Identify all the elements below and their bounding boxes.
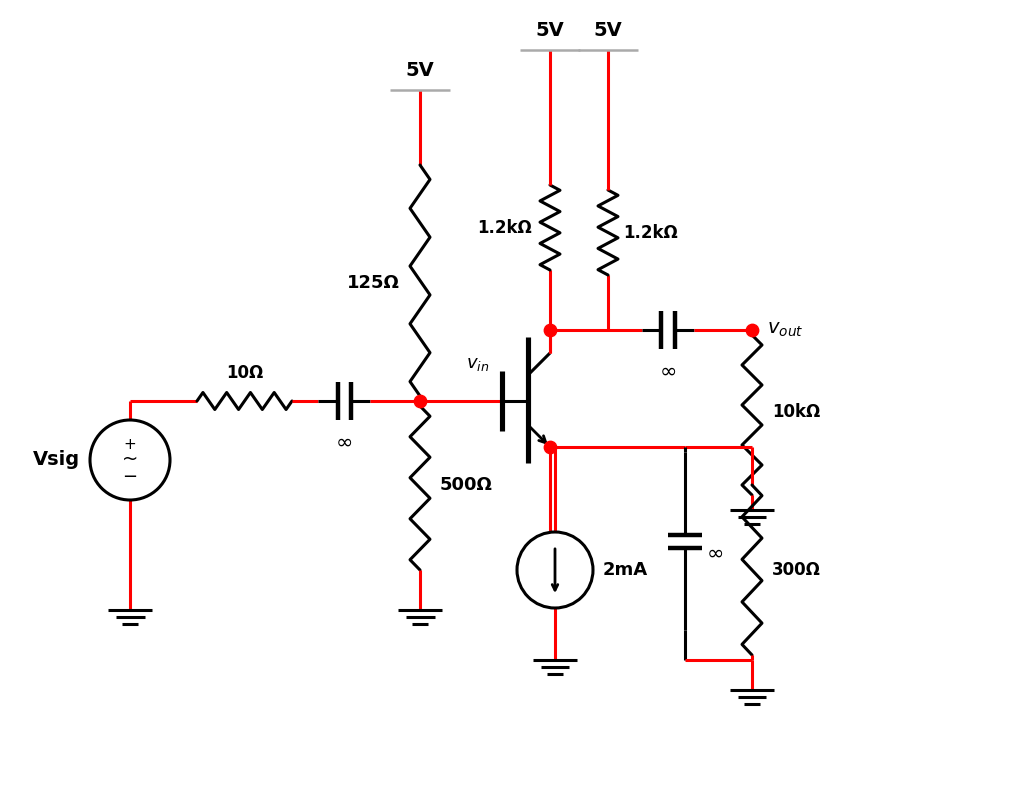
Point: [542, 324, 558, 337]
Text: 10Ω: 10Ω: [226, 364, 263, 382]
Text: $\mathbf{\mathit{v}}_{out}$: $\mathbf{\mathit{v}}_{out}$: [767, 320, 804, 340]
Text: ∞: ∞: [707, 543, 724, 564]
Text: 300Ω: 300Ω: [772, 561, 821, 579]
Text: ~: ~: [122, 449, 138, 469]
Text: 500Ω: 500Ω: [440, 477, 493, 495]
Text: 5V: 5V: [594, 21, 623, 40]
Point: [743, 324, 760, 337]
Text: 125Ω: 125Ω: [347, 274, 400, 292]
Text: 1.2kΩ: 1.2kΩ: [477, 219, 532, 237]
Point: [542, 440, 558, 453]
Text: 5V: 5V: [406, 61, 434, 80]
Text: 2mA: 2mA: [603, 561, 648, 579]
Text: +: +: [124, 437, 136, 453]
Text: Vsig: Vsig: [33, 450, 80, 470]
Text: $v_{in}$: $v_{in}$: [466, 355, 489, 373]
Text: ∞: ∞: [659, 362, 677, 382]
Point: [412, 394, 428, 407]
Text: −: −: [123, 468, 137, 486]
Text: 10kΩ: 10kΩ: [772, 404, 820, 422]
Text: 5V: 5V: [536, 21, 564, 40]
Text: ∞: ∞: [335, 433, 352, 453]
Text: 1.2kΩ: 1.2kΩ: [623, 224, 678, 242]
